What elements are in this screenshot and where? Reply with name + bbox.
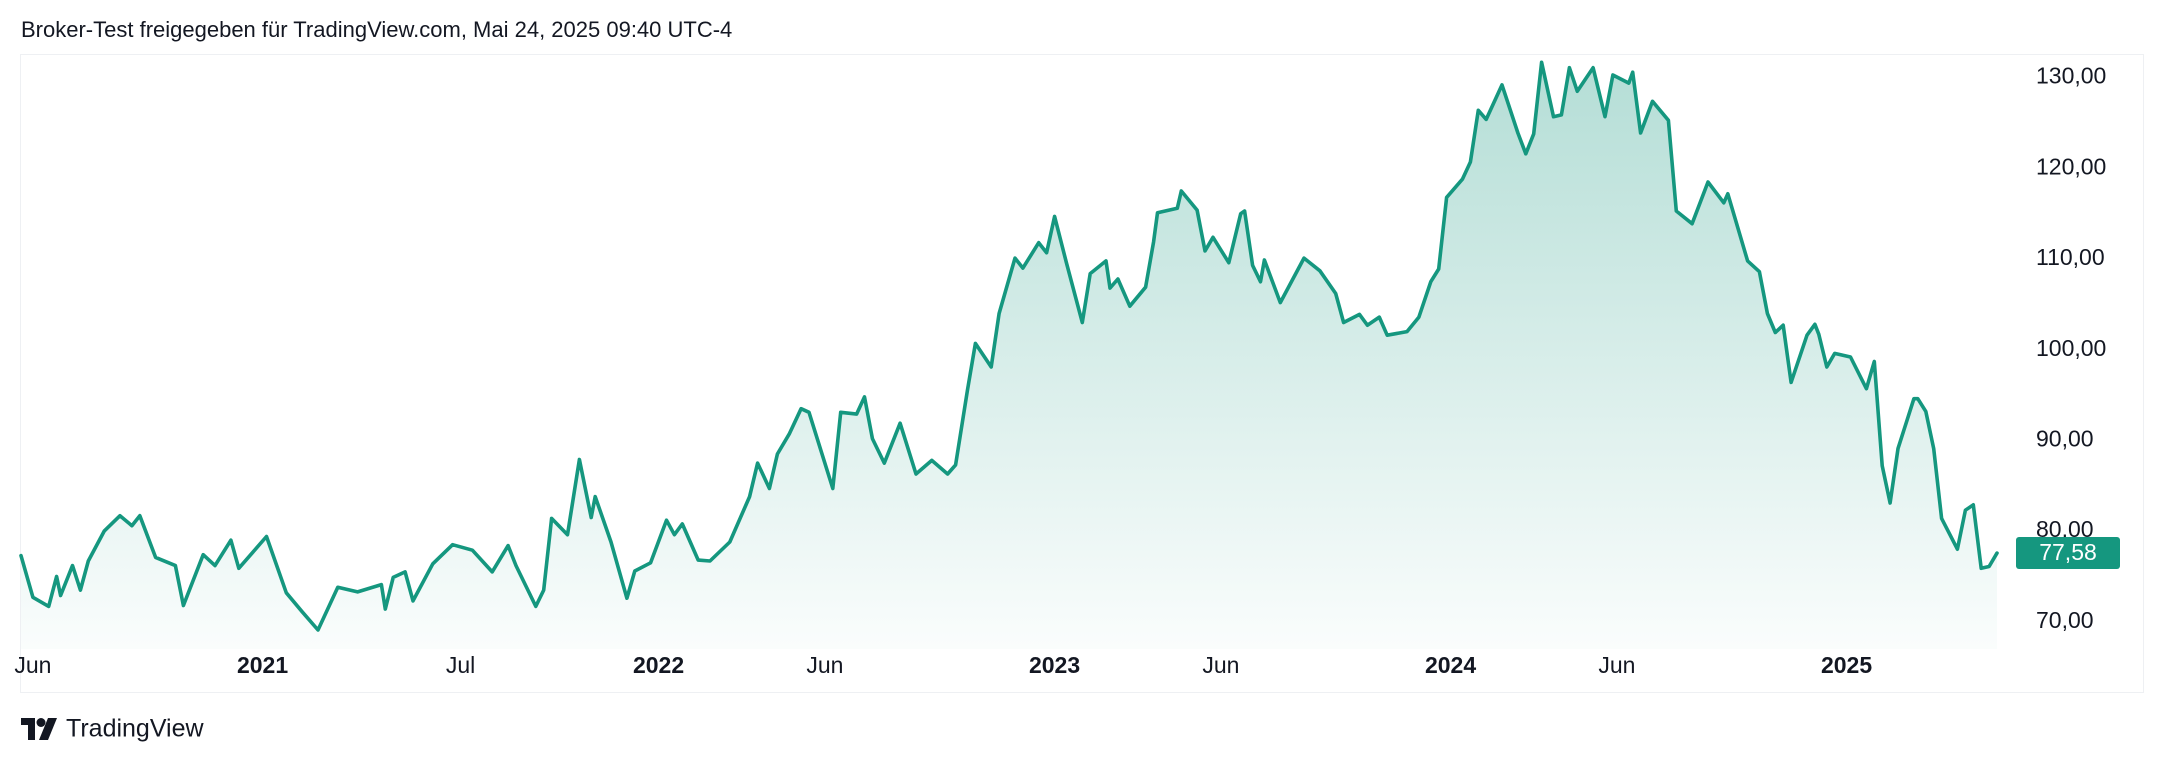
x-tick-label: 2023: [1029, 652, 1080, 678]
y-tick-label: 70,00: [2036, 607, 2094, 633]
footer-logo: TradingView: [21, 715, 205, 743]
x-tick-label: Jun: [1202, 652, 1239, 678]
x-tick-label: 2022: [633, 652, 684, 678]
x-tick-label: 2021: [237, 652, 288, 678]
x-tick-label: Jun: [806, 652, 843, 678]
y-tick-label: 130,00: [2036, 63, 2106, 89]
price-line: [19, 60, 1999, 632]
x-tick-label: Jun: [1598, 652, 1635, 678]
x-tick-label: Jun: [14, 652, 51, 678]
chart-title: Broker-Test freigegeben für TradingView.…: [21, 17, 732, 42]
chart-frame: [20, 54, 2144, 693]
y-tick-label: 120,00: [2036, 153, 2106, 179]
logo-mark: [39, 718, 57, 740]
price-badge: [2016, 537, 2120, 570]
x-tick-label: 2025: [1821, 652, 1872, 678]
y-tick-label: 100,00: [2036, 335, 2106, 361]
y-tick-label: 90,00: [2036, 425, 2094, 451]
x-tick-label: 2024: [1425, 652, 1476, 678]
price-area: [21, 62, 1997, 650]
x-tick-label: Jul: [446, 652, 475, 678]
price-badge-label: 77,58: [2039, 539, 2097, 565]
footer-brand: TradingView: [66, 715, 205, 743]
logo-mark: [36, 718, 46, 727]
plot-area: 70,0080,0090,00100,00110,00120,00130,00J…: [14, 60, 2120, 678]
y-tick-label: 110,00: [2036, 244, 2105, 270]
logo-mark: [21, 718, 35, 740]
